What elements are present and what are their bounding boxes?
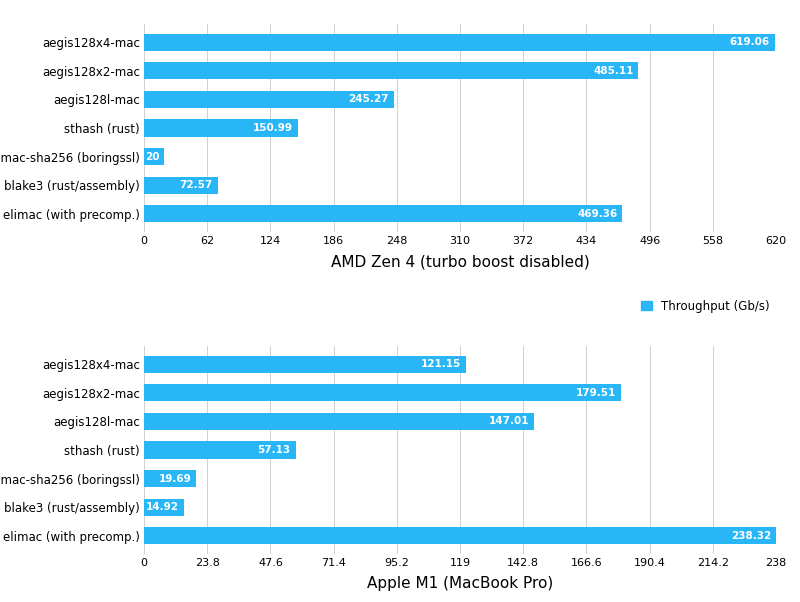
Text: 121.15: 121.15 xyxy=(421,359,461,369)
Bar xyxy=(144,34,775,51)
Bar xyxy=(144,527,777,544)
Bar xyxy=(144,91,394,108)
Bar xyxy=(144,470,196,487)
X-axis label: Apple M1 (MacBook Pro): Apple M1 (MacBook Pro) xyxy=(367,576,553,591)
Text: 150.99: 150.99 xyxy=(253,123,293,133)
X-axis label: AMD Zen 4 (turbo boost disabled): AMD Zen 4 (turbo boost disabled) xyxy=(330,254,590,269)
Text: 72.57: 72.57 xyxy=(180,180,213,190)
Text: 19.69: 19.69 xyxy=(158,474,191,483)
Text: 57.13: 57.13 xyxy=(258,445,290,455)
Text: 14.92: 14.92 xyxy=(146,502,178,512)
Text: 20: 20 xyxy=(145,152,159,161)
Bar xyxy=(144,356,466,373)
Bar xyxy=(144,205,622,222)
Bar xyxy=(144,176,218,194)
Bar xyxy=(144,148,164,165)
Text: 147.01: 147.01 xyxy=(489,417,530,426)
Text: 619.06: 619.06 xyxy=(730,37,770,47)
Bar xyxy=(144,413,534,430)
Text: 485.11: 485.11 xyxy=(593,66,634,76)
Text: 245.27: 245.27 xyxy=(349,95,389,104)
Bar xyxy=(144,62,638,79)
Bar xyxy=(144,441,296,459)
Text: 179.51: 179.51 xyxy=(575,388,616,398)
Bar xyxy=(144,119,298,137)
Legend: Throughput (Gb/s): Throughput (Gb/s) xyxy=(642,300,770,313)
Bar xyxy=(144,384,621,402)
Text: 469.36: 469.36 xyxy=(577,209,618,219)
Text: 238.32: 238.32 xyxy=(731,531,772,541)
Bar xyxy=(144,498,184,516)
